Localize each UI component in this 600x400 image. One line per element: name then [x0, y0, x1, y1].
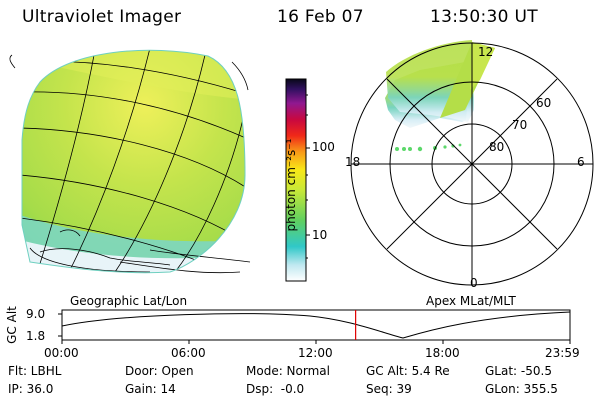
colorbar-unit-label: photon cm⁻²s⁻¹ [284, 138, 298, 232]
observation-date: 16 Feb 07 [277, 7, 364, 27]
sequence-status: Seq: 39 [366, 382, 412, 396]
door-status: Door: Open [125, 364, 194, 378]
observation-time: 13:50:30 UT [430, 7, 538, 27]
geographic-latitude: GLat: -50.5 [485, 364, 552, 378]
mode-status: Mode: Normal [246, 364, 330, 378]
mlat-label-70: 70 [512, 118, 528, 132]
geographic-longitude: GLon: 355.5 [485, 382, 558, 396]
mlt-label-0: 0 [470, 276, 478, 290]
altitude-plot [58, 309, 571, 344]
time-tick-0600: 06:00 [171, 346, 206, 360]
altitude-tick-9: 9.0 [26, 307, 46, 321]
polar-mlat-mlt-plot [350, 40, 594, 286]
gain-status: Gain: 14 [125, 382, 176, 396]
intensity-colorbar [285, 78, 310, 282]
gc-altitude-status: GC Alt: 5.4 Re [366, 364, 450, 378]
filter-status: Flt: LBHL [8, 364, 62, 378]
mlt-label-12: 12 [478, 45, 494, 59]
colorbar-tick-10: 10 [312, 228, 328, 242]
time-tick-0000: 00:00 [44, 346, 79, 360]
dsp-status: Dsp: -0.0 [246, 382, 305, 396]
colorbar-tick-100: 100 [312, 140, 335, 154]
altitude-tick-1-8: 1.8 [26, 329, 46, 343]
mlat-label-60: 60 [536, 96, 552, 110]
ip-status: IP: 36.0 [8, 382, 54, 396]
mlt-label-6: 6 [577, 155, 585, 169]
mlat-label-80: 80 [489, 140, 505, 154]
time-tick-1800: 18:00 [425, 346, 460, 360]
geographic-panel-label: Geographic Lat/Lon [70, 294, 188, 308]
time-tick-1200: 12:00 [298, 346, 333, 360]
time-tick-2359: 23:59 [545, 346, 580, 360]
altitude-axis-label: GC Alt [5, 306, 19, 344]
earth-disk-image [9, 49, 251, 274]
mlt-label-18: 18 [345, 155, 361, 169]
apex-panel-label: Apex MLat/MLT [426, 294, 516, 308]
instrument-title: Ultraviolet Imager [22, 7, 182, 27]
